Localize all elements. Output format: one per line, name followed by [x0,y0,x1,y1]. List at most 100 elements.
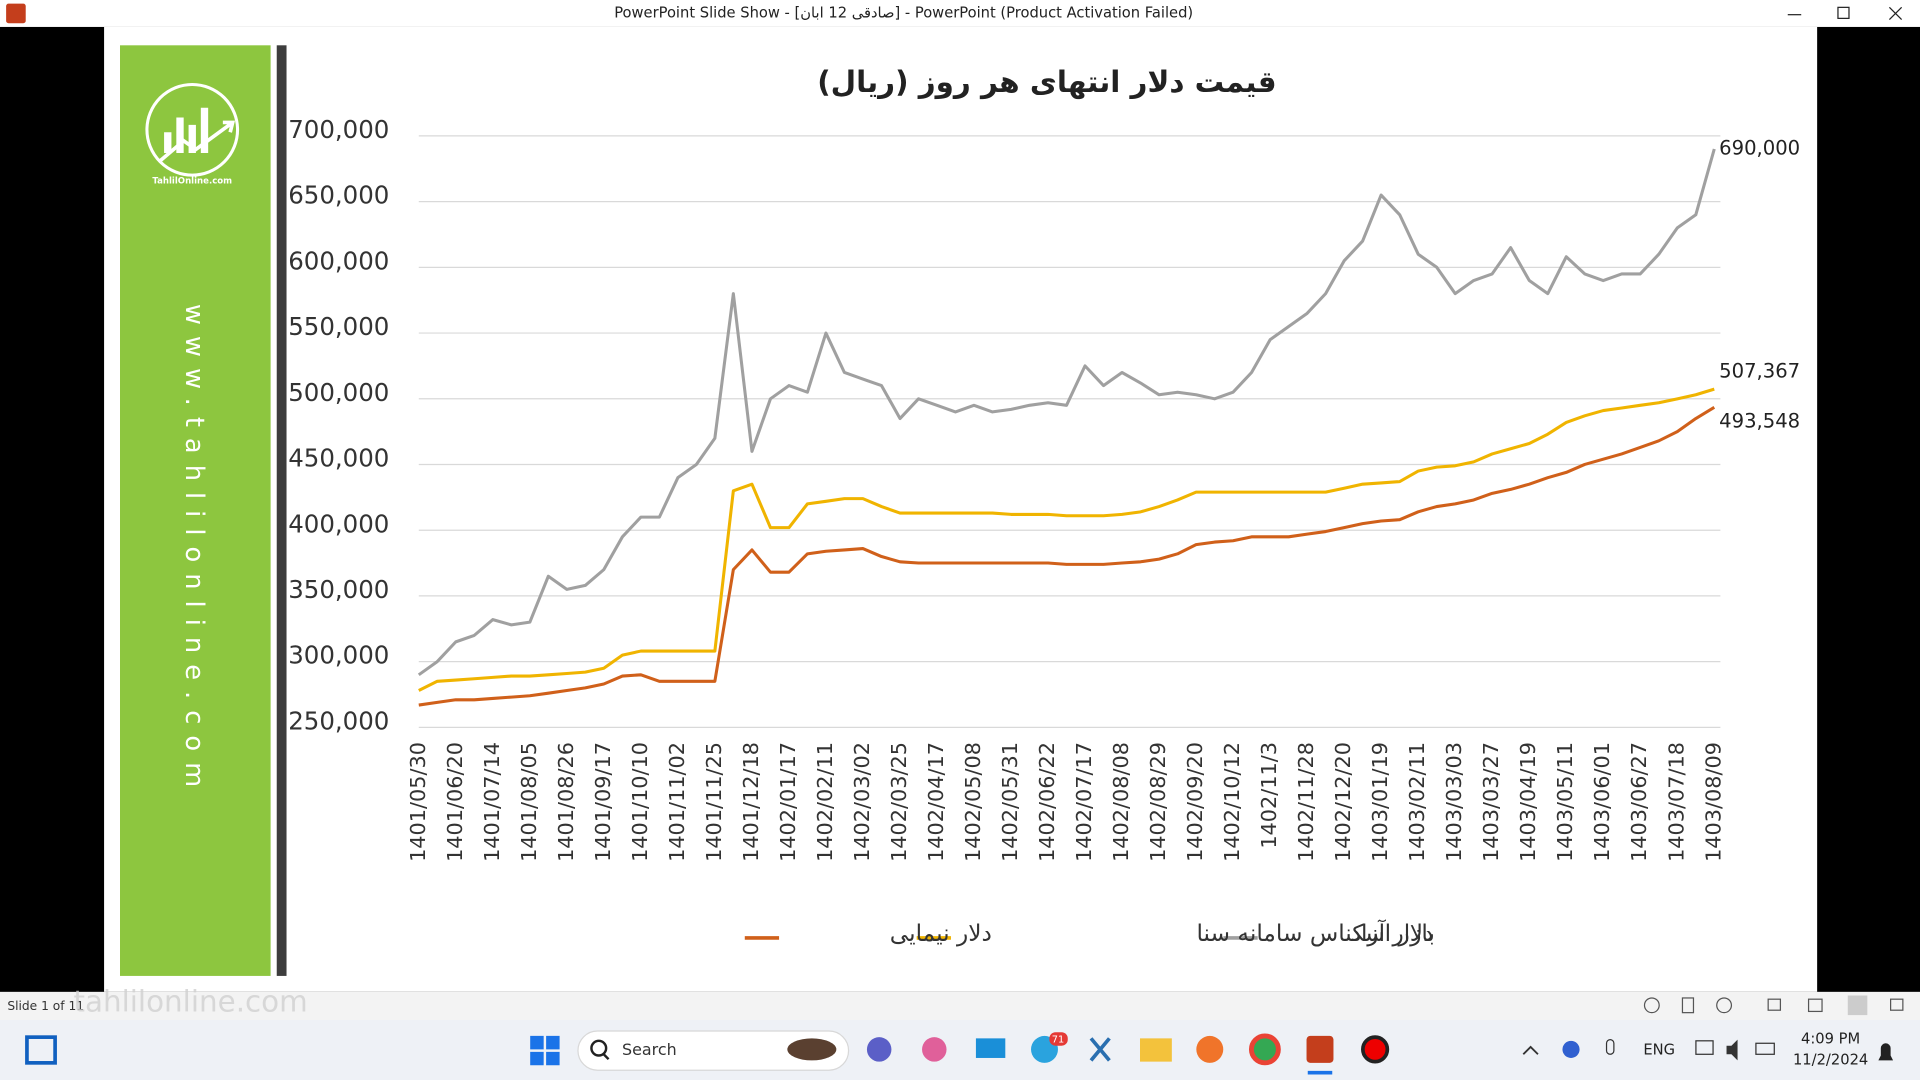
mic-icon[interactable] [1605,1038,1615,1055]
x-tick-label: 1401/05/30 [406,742,430,862]
slide-counter: Slide 1 of 11 [7,999,84,1013]
notification-icon[interactable] [1878,1043,1894,1061]
window-title: PowerPoint Slide Show - [صادقی 12 ابان] … [614,4,1193,21]
logo-text: TahlilOnline.com [152,177,232,187]
tray-expand[interactable] [1522,1045,1539,1055]
x-tick-label: 1402/07/17 [1072,742,1096,862]
data-label: 507,367 [1719,359,1800,382]
x-tick-label: 1403/06/27 [1627,742,1651,862]
x-tick-label: 1403/03/27 [1479,742,1503,862]
y-tick-label: 250,000 [288,706,389,735]
x-tick-label: 1402/06/22 [1035,742,1059,862]
search-icon-handle [602,1053,610,1061]
x-tick-label: 1403/08/09 [1701,742,1725,862]
x-tick-label: 1403/02/11 [1405,742,1429,862]
x-tick-label: 1401/07/14 [480,742,504,862]
normal-view[interactable] [1767,998,1782,1011]
x-tick-label: 1402/09/20 [1183,742,1207,862]
powerpoint-icon[interactable] [1306,1035,1334,1063]
x-tick-label: 1401/06/20 [443,742,467,862]
divider [276,45,287,976]
desktop-icon[interactable] [975,1038,1006,1058]
slide [104,26,1818,992]
language[interactable]: ENG [1643,1042,1675,1059]
x-tick-label: 1401/08/05 [517,742,541,862]
y-tick-label: 650,000 [288,181,389,210]
prev-button[interactable] [1643,997,1660,1014]
y-tick-label: 550,000 [288,312,389,341]
chrome-icon[interactable] [1248,1033,1281,1066]
sorter-view[interactable] [1807,998,1823,1013]
explorer-icon[interactable] [1140,1038,1172,1062]
site-url: www.tahlilonline.com [179,304,209,798]
x-tick-label: 1402/02/11 [813,742,837,862]
reading-view[interactable] [1847,995,1868,1016]
app-icon [6,3,26,24]
x-tick-label: 1402/05/08 [961,742,985,862]
x-tick-label: 1401/08/26 [554,742,578,862]
teams-icon[interactable] [866,1037,892,1062]
x-tick-label: 1402/12/20 [1331,742,1355,862]
legend-label: دلار اسکناس سامانه سنا [1196,920,1433,947]
logo-arrow [157,120,236,164]
network-icon[interactable] [1695,1040,1714,1055]
series-line [418,405,1716,707]
taskbar [0,1020,1920,1080]
x-tick-label: 1402/08/29 [1146,742,1170,862]
copilot-icon[interactable] [922,1037,947,1062]
slideshow-view[interactable] [1890,998,1904,1011]
widgets-icon[interactable] [25,1035,57,1065]
x-tick-label: 1401/11/25 [702,742,726,862]
y-tick-label: 450,000 [288,444,389,473]
chart-title: قیمت دلار انتهای هر روز (ریال) [817,65,1276,99]
plot: 250,000 300,000 350,000 400,000 450,000 500,0… [288,115,1800,862]
tray-app[interactable] [1562,1040,1580,1058]
y-tick-label: 700,000 [288,115,389,144]
x-tick-label: 1402/03/02 [850,742,874,862]
volume-icon[interactable] [1726,1039,1738,1061]
battery-icon[interactable] [1755,1042,1775,1055]
logo-circle [145,82,240,177]
y-tick-label: 600,000 [288,246,389,275]
x-tick-label: 1402/04/17 [924,742,948,862]
x-tick-label: 1402/05/31 [998,742,1022,862]
x-tick-label: 1402/10/12 [1220,742,1244,862]
y-tick-label: 300,000 [288,641,389,670]
x-tick-label: 1403/07/18 [1664,742,1688,862]
title-bar [0,0,1920,27]
restore-button[interactable] [1837,6,1850,19]
side-panel [120,45,271,976]
legend-label: بازار آزاد [1351,919,1435,947]
data-label: 690,000 [1719,137,1800,160]
series-line [417,148,1716,677]
x-tick-label: 1403/04/19 [1516,742,1540,862]
x-tick-label: 1401/11/02 [665,742,689,862]
next-button[interactable] [1716,997,1733,1014]
clock-time[interactable]: 4:09 PM [1801,1031,1860,1048]
data-label: 493,548 [1719,409,1800,432]
recorder-icon[interactable] [1361,1035,1390,1064]
telegram-badge [1049,1032,1068,1046]
snip-icon[interactable] [1089,1037,1111,1062]
search-text: Search [622,1040,677,1059]
x-tick-label: 1402/11/3 [1257,742,1281,849]
close-button[interactable] [1888,6,1903,21]
x-tick-label: 1403/03/03 [1442,742,1466,862]
badge-count: 71 [1052,1035,1064,1046]
legend-label: دلار نیمایی [890,920,992,947]
menu-button[interactable] [1681,997,1695,1014]
start-button[interactable] [530,1035,560,1066]
x-tick-label: 1403/01/19 [1368,742,1392,862]
watermark: tahlilonline.com [73,984,307,1018]
logo-bars [164,107,209,154]
x-tick-label: 1402/08/08 [1109,742,1133,862]
clock-date[interactable]: 11/2/2024 [1793,1051,1868,1068]
x-tick-label: 1403/06/01 [1590,742,1614,862]
x-tick-label: 1403/05/11 [1553,742,1577,862]
firefox-icon[interactable] [1196,1035,1224,1063]
status-bar [0,991,1920,1020]
search-box[interactable] [577,1030,850,1071]
